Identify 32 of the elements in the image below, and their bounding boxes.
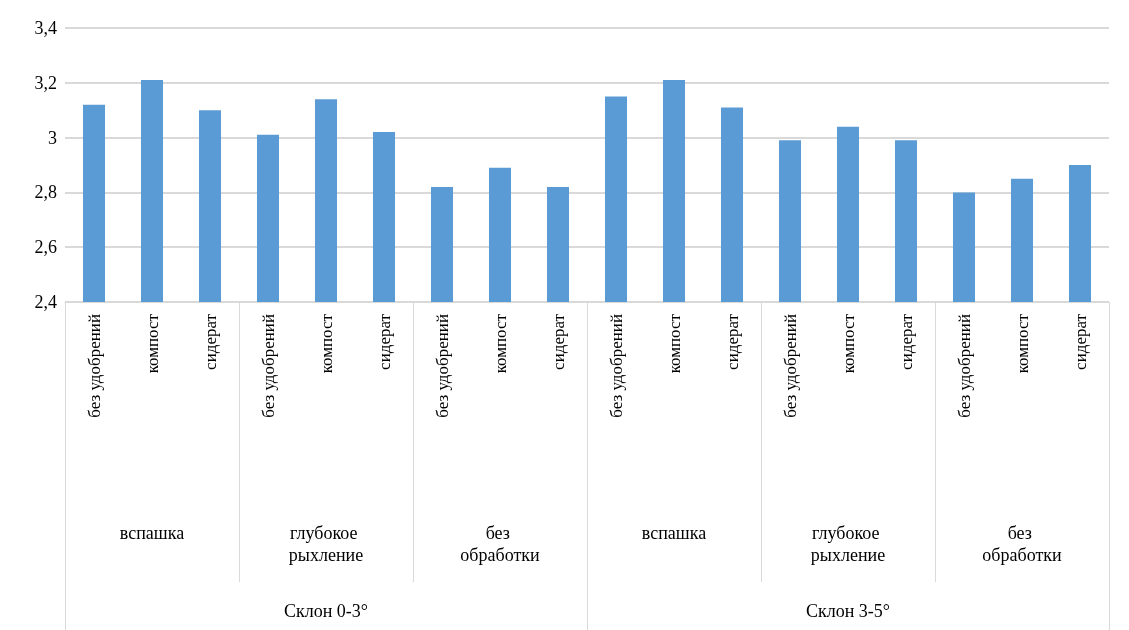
x-tick-label: без удобрений: [954, 314, 974, 418]
y-tick-label: 3: [48, 127, 57, 148]
x-tick-label: компост: [838, 313, 858, 374]
text: Склон 3-5°: [805, 601, 891, 621]
x-tick-label: сидерат: [200, 313, 220, 370]
y-tick-label: 3,2: [34, 72, 57, 93]
y-tick-label: 2,8: [34, 182, 57, 203]
x-tick-label: без удобрений: [84, 314, 104, 418]
text: вспашка: [641, 523, 707, 543]
text: глубокое рыхление: [288, 523, 364, 565]
x-tick-label: без удобрений: [606, 314, 626, 418]
text: глубокое рыхление: [810, 523, 886, 565]
text: Склон 0-3°: [283, 601, 369, 621]
x-tick-label: компост: [1012, 313, 1032, 374]
x-tick-label: без удобрений: [258, 314, 278, 418]
text: вспашка: [119, 523, 185, 543]
x-tick-label: компост: [316, 313, 336, 374]
x-tick-label: компост: [142, 313, 162, 374]
x-tick-label: без удобрений: [780, 314, 800, 418]
x-tick-label: сидерат: [1070, 313, 1090, 370]
y-tick-label: 2,6: [34, 237, 57, 258]
x-tick-label: компост: [664, 313, 684, 374]
text: без обработки: [460, 523, 541, 565]
x-tick-label: сидерат: [896, 313, 916, 370]
y-tick-label: 3,4: [34, 18, 57, 38]
x-tick-label: сидерат: [548, 313, 568, 370]
y-tick-label: 2,4: [34, 292, 57, 312]
text: без обработки: [982, 523, 1063, 565]
x-tick-label: сидерат: [722, 313, 742, 370]
x-tick-label: без удобрений: [432, 314, 452, 418]
x-tick-label: компост: [490, 313, 510, 374]
x-tick-label: сидерат: [374, 313, 394, 370]
